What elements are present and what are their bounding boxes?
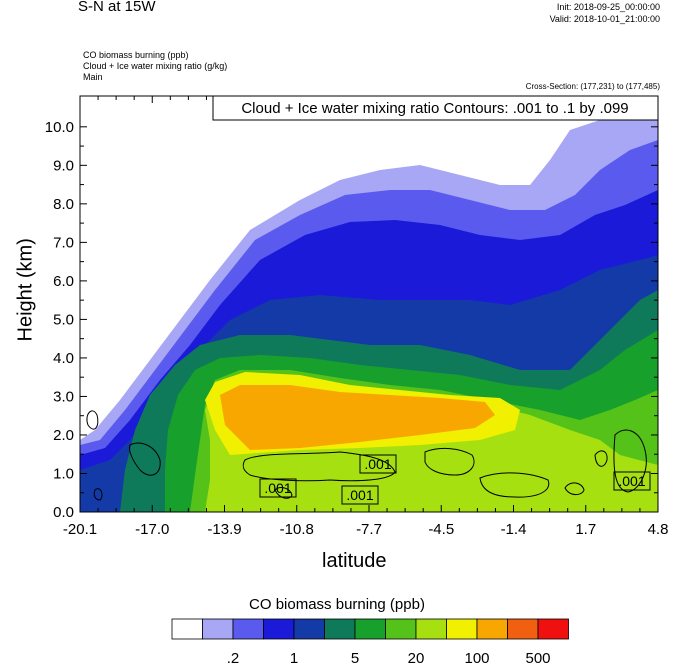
y-tick-label: 7.0 xyxy=(53,234,74,251)
contour-info-box: Cloud + Ice water mixing ratio Contours:… xyxy=(212,95,659,121)
colorbar-label: 1 xyxy=(290,650,298,667)
colorbar-swatch xyxy=(202,618,234,640)
cross-section-label: Cross-Section: (177,231) to (177,485) xyxy=(525,82,660,91)
y-tick-label: 4.0 xyxy=(53,350,74,367)
y-tick-label: 10.0 xyxy=(45,119,74,136)
colorbar-label: 500 xyxy=(525,650,550,667)
contour-line xyxy=(129,442,161,476)
colorbar: .2 1 5 20 100 500 xyxy=(171,618,569,667)
colorbar-label: 5 xyxy=(351,650,359,667)
contour-line xyxy=(93,488,103,501)
x-tick-label: 1.7 xyxy=(575,521,596,538)
plot-title: S-N at 15W xyxy=(78,0,156,15)
y-tick-label: 5.0 xyxy=(53,311,74,328)
x-tick-label: -1.4 xyxy=(501,521,527,538)
contour-label-box xyxy=(259,478,297,498)
colorbar-swatch xyxy=(385,618,417,640)
colorbar-swatch xyxy=(232,618,264,640)
field-label-cloud: Cloud + Ice water mixing ratio (g/kg) xyxy=(83,61,228,71)
colorbar-swatch xyxy=(415,618,447,640)
y-tick-label: 3.0 xyxy=(53,388,74,405)
colorbar-swatch xyxy=(354,618,386,640)
y-tick-label: 6.0 xyxy=(53,273,74,290)
colorbar-swatch xyxy=(476,618,508,640)
contour-label: .001 xyxy=(618,473,645,489)
contour-label-box xyxy=(613,471,651,491)
contour-line xyxy=(242,451,396,482)
contour-line xyxy=(274,487,293,499)
contour-line xyxy=(613,429,647,493)
colorbar-label: 20 xyxy=(408,650,425,667)
y-tick-label: 0.0 xyxy=(53,504,74,521)
contour-info-text: Cloud + Ice water mixing ratio Contours:… xyxy=(241,100,628,117)
colorbar-swatch xyxy=(171,618,203,640)
init-time: Init: 2018-09-25_00:00:00 xyxy=(556,2,660,12)
contour-label-box xyxy=(359,454,397,474)
colorbar-swatch xyxy=(507,618,539,640)
x-axis-label: latitude xyxy=(322,550,387,572)
colorbar-swatch xyxy=(263,618,295,640)
y-axis-label: Height (km) xyxy=(14,238,37,342)
colorbar-label: .2 xyxy=(227,650,240,667)
valid-time: Valid: 2018-10-01_21:00:00 xyxy=(549,14,660,24)
contour-line xyxy=(594,450,608,467)
colorbar-label: 100 xyxy=(464,650,489,667)
x-tick-label: -4.5 xyxy=(428,521,454,538)
contour-labels: .001 .001 .001 .001 xyxy=(259,454,651,505)
x-tick-label: -10.8 xyxy=(280,521,314,538)
contour-label: .001 xyxy=(264,480,291,496)
band-orange xyxy=(220,385,495,450)
x-tick-label: -7.7 xyxy=(356,521,382,538)
colorbar-swatch xyxy=(446,618,478,640)
y-tick-label: 9.0 xyxy=(53,157,74,174)
x-tick-label: -17.0 xyxy=(135,521,169,538)
x-tick-label: -13.9 xyxy=(207,521,241,538)
contour-label-box xyxy=(341,485,379,505)
contour-line xyxy=(424,447,475,476)
y-tick-label: 1.0 xyxy=(53,465,74,482)
contour-label: .001 xyxy=(346,487,373,503)
colorbar-swatch xyxy=(537,618,569,640)
colorbar-title: CO biomass burning (ppb) xyxy=(249,596,425,613)
y-tick-label: 2.0 xyxy=(53,427,74,444)
field-label-main: Main xyxy=(83,72,103,82)
contour-label: .001 xyxy=(364,456,391,472)
colorbar-swatch xyxy=(324,618,356,640)
x-tick-label: 4.8 xyxy=(648,521,669,538)
co-field xyxy=(80,96,658,512)
cloud-contours xyxy=(86,410,647,501)
y-tick-label: 8.0 xyxy=(53,196,74,213)
y-axis: 0.0 1.0 2.0 3.0 4.0 5.0 6.0 7.0 8.0 9.0 10.0 xyxy=(45,119,658,521)
x-tick-label: -20.1 xyxy=(63,521,97,538)
contour-line xyxy=(479,472,550,498)
colorbar-swatch xyxy=(293,618,325,640)
field-label-co: CO biomass burning (ppb) xyxy=(83,50,189,60)
contour-line xyxy=(564,482,585,496)
contour-line xyxy=(86,410,99,430)
